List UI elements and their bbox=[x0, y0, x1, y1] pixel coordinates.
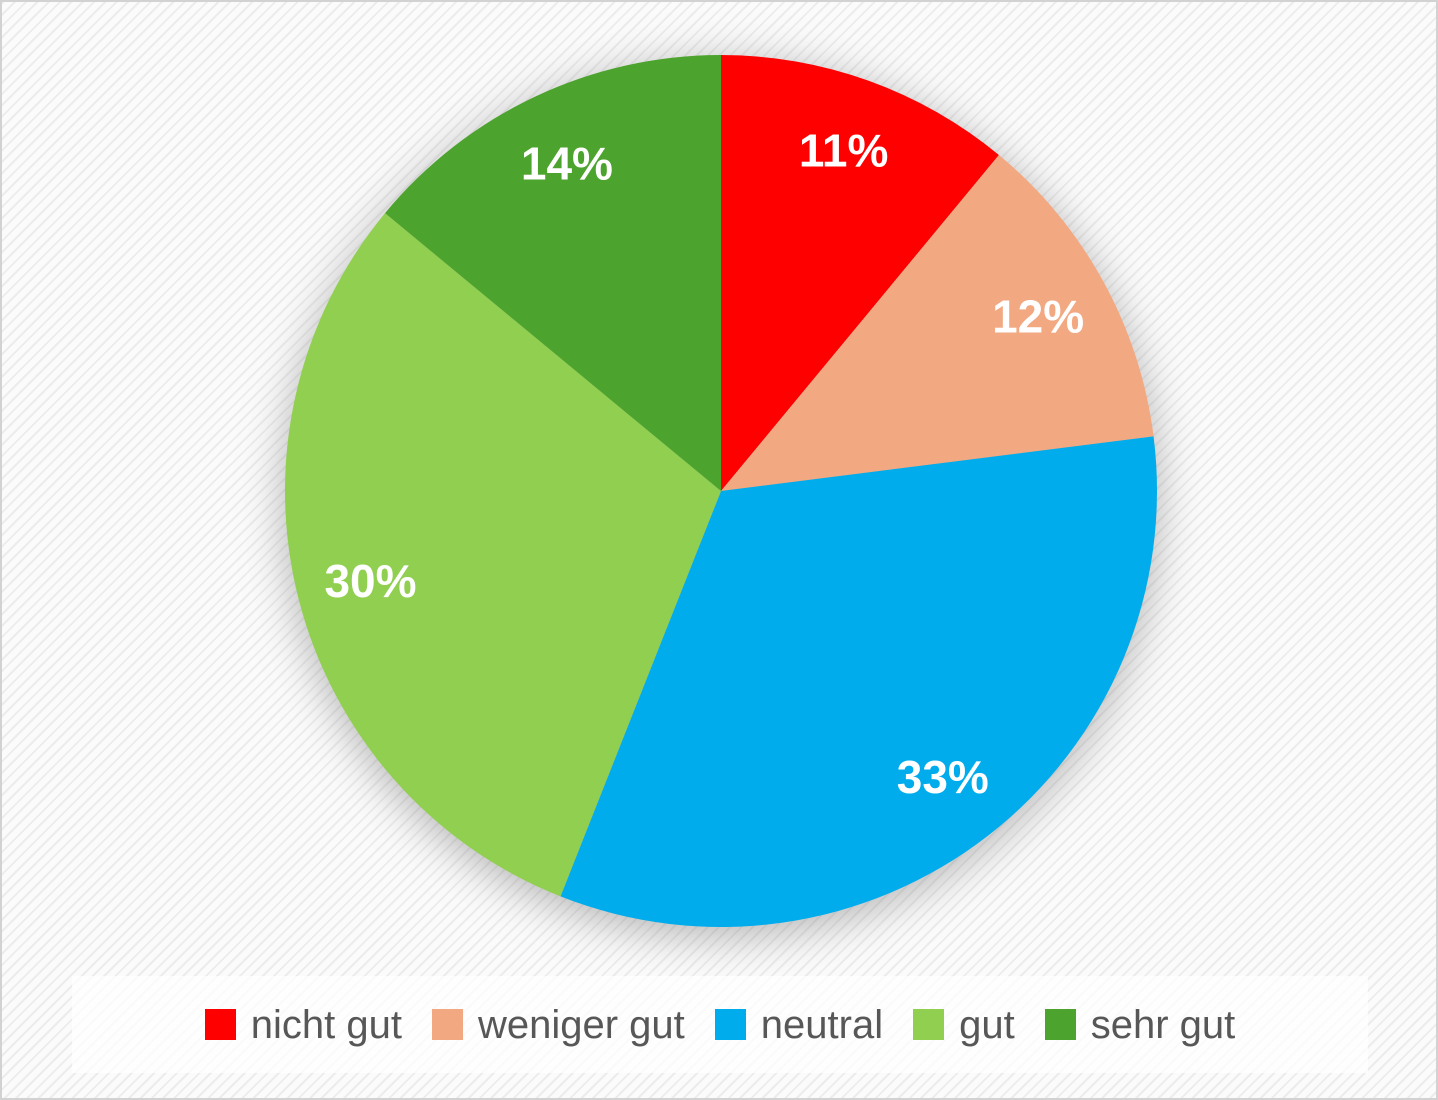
legend-label-weniger-gut: weniger gut bbox=[477, 1002, 685, 1047]
pie-slice-weniger-gut bbox=[721, 155, 1154, 492]
legend-swatch-weniger-gut bbox=[431, 1009, 463, 1040]
legend-item-sehr-gut: sehr gut bbox=[1044, 1002, 1236, 1047]
legend-item-neutral: neutral bbox=[714, 1002, 884, 1047]
legend-label-nicht-gut: nicht gut bbox=[250, 1002, 402, 1047]
legend-item-weniger-gut: weniger gut bbox=[431, 1002, 685, 1047]
legend-label-neutral: neutral bbox=[760, 1002, 884, 1047]
legend-item-nicht-gut: nicht gut bbox=[204, 1002, 402, 1047]
data-label-sehr-gut: 14% bbox=[521, 138, 613, 190]
data-label-gut: 30% bbox=[324, 555, 416, 607]
legend-label-gut: gut bbox=[959, 1002, 1015, 1047]
data-label-neutral: 33% bbox=[897, 751, 989, 803]
legend: nicht gut weniger gut neutral gut sehr gut bbox=[72, 976, 1368, 1073]
legend-swatch-gut bbox=[913, 1009, 945, 1040]
pie-slice-neutral bbox=[560, 436, 1157, 928]
pie-slice-nicht-gut bbox=[721, 55, 999, 491]
data-label-nicht-gut: 11% bbox=[799, 125, 889, 177]
legend-swatch-nicht-gut bbox=[204, 1009, 236, 1040]
legend-swatch-sehr-gut bbox=[1044, 1009, 1076, 1040]
pie-slice-sehr-gut bbox=[385, 55, 721, 491]
legend-item-gut: gut bbox=[913, 1005, 1015, 1045]
legend-label-sehr-gut: sehr gut bbox=[1090, 1002, 1236, 1047]
pie-slice-gut bbox=[285, 213, 721, 897]
legend-swatch-neutral bbox=[714, 1009, 746, 1040]
data-label-weniger-gut: 12% bbox=[992, 291, 1084, 343]
